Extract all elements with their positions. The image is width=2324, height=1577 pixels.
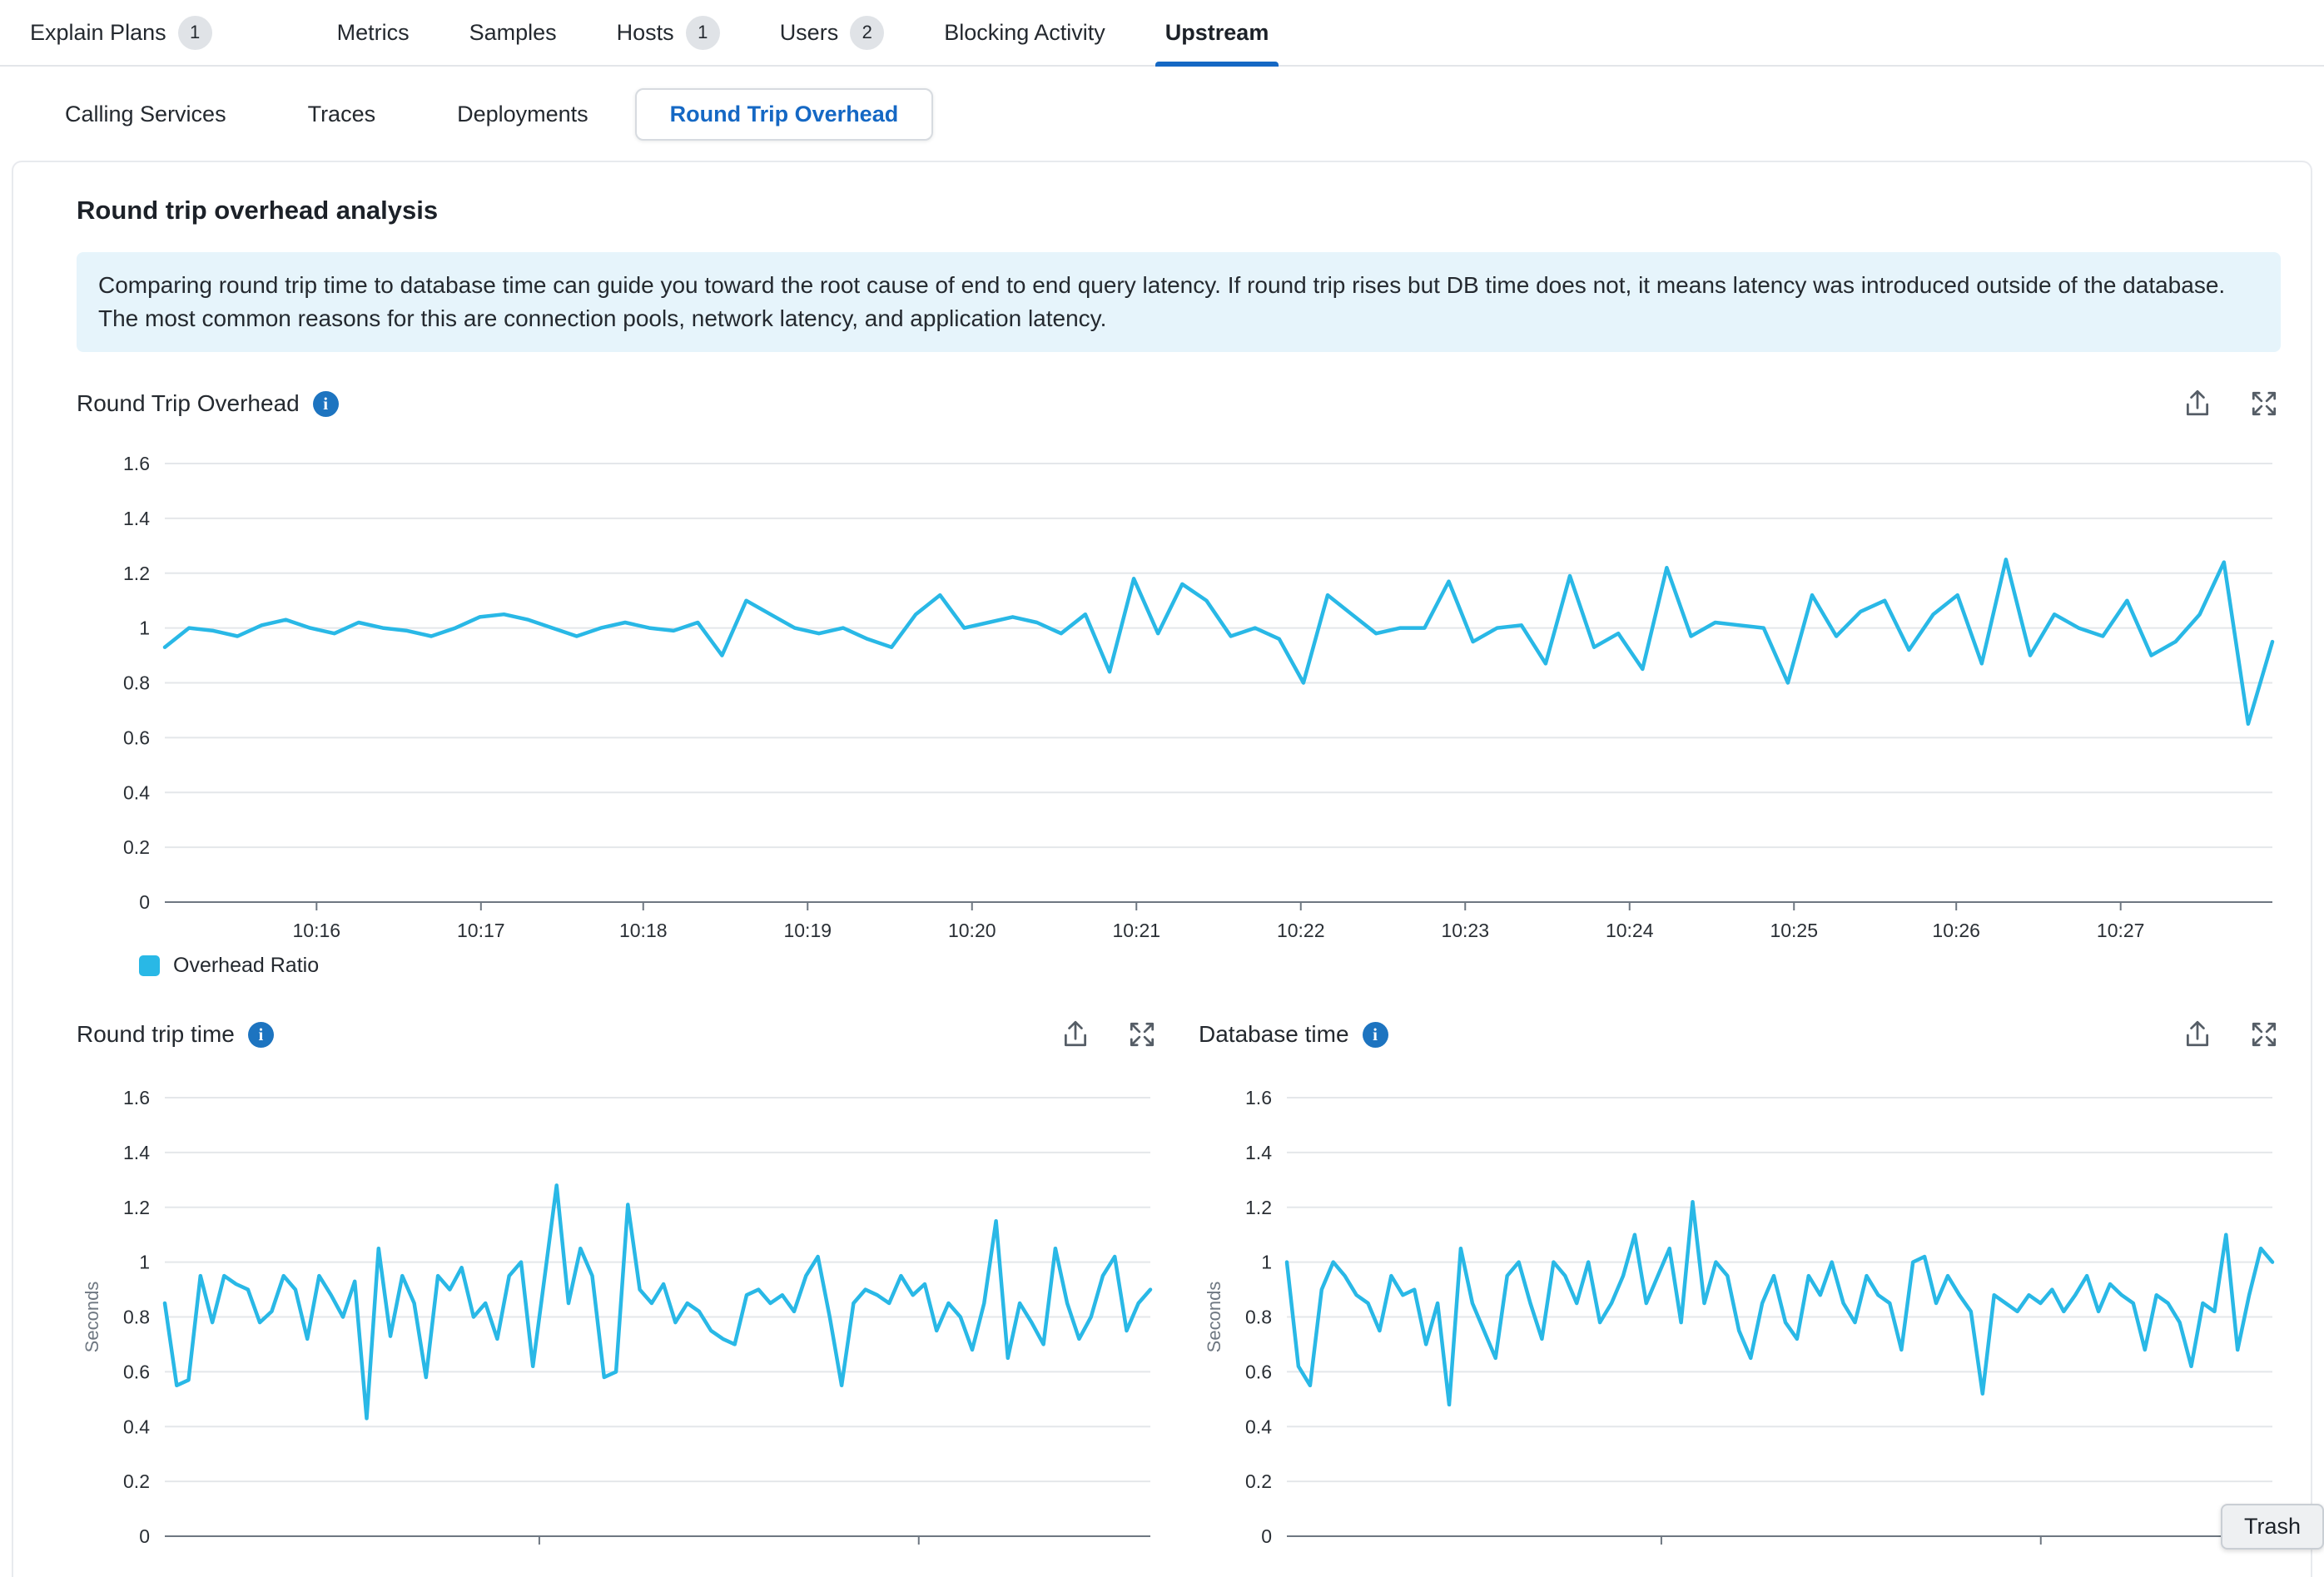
svg-text:Seconds: Seconds	[82, 1282, 102, 1353]
svg-text:1.6: 1.6	[1245, 1087, 1272, 1108]
chart-actions	[2182, 389, 2281, 419]
tab-explain-plans[interactable]: Explain Plans 1	[30, 0, 212, 65]
expand-icon[interactable]	[2249, 1019, 2279, 1049]
export-icon[interactable]	[2182, 389, 2212, 419]
subtab-calling-services[interactable]: Calling Services	[30, 88, 261, 141]
chart-title: Database time	[1199, 1021, 1349, 1048]
svg-text:10:21: 10:21	[1112, 920, 1160, 941]
svg-text:1.6: 1.6	[123, 453, 150, 474]
svg-text:0.2: 0.2	[123, 1470, 150, 1492]
tab-label: Explain Plans	[30, 20, 166, 46]
expand-icon[interactable]	[2249, 389, 2279, 419]
export-icon[interactable]	[1060, 1019, 1090, 1049]
subtab-traces[interactable]: Traces	[273, 88, 411, 141]
svg-text:10:22: 10:22	[1277, 920, 1325, 941]
chart-actions	[2182, 1019, 2281, 1049]
export-icon[interactable]	[2182, 1019, 2212, 1049]
info-icon[interactable]: i	[248, 1022, 274, 1048]
count-badge: 1	[178, 16, 212, 50]
overhead-chart-section: Round Trip Overhead i 0 0.2 0.4 0.6 0.8 1 1.2 1…	[77, 389, 2281, 978]
page-title: Round trip overhead analysis	[77, 196, 2281, 226]
chart-actions	[1060, 1019, 1159, 1049]
svg-text:1.4: 1.4	[123, 1142, 150, 1163]
tab-label: Users	[780, 20, 839, 46]
svg-text:0.8: 0.8	[1245, 1307, 1272, 1328]
svg-text:0.4: 0.4	[123, 1416, 150, 1437]
chart-header: Round trip time i	[77, 1019, 1159, 1049]
expand-icon[interactable]	[1127, 1019, 1157, 1049]
tab-label: Metrics	[337, 20, 410, 46]
legend-label: Overhead Ratio	[173, 953, 319, 978]
tab-upstream[interactable]: Upstream	[1165, 0, 1269, 65]
round-trip-time-chart: 0 0.2 0.4 0.6 0.8 1 1.2 1.4 1.6 Seconds	[77, 1078, 1159, 1577]
svg-text:10:24: 10:24	[1606, 920, 1654, 941]
subtab-deployments[interactable]: Deployments	[422, 88, 623, 141]
svg-text:10:19: 10:19	[783, 920, 832, 941]
upstream-sub-nav: Calling Services Traces Deployments Roun…	[0, 67, 2324, 157]
chart-header: Database time i	[1199, 1019, 2281, 1049]
overhead-ratio-chart: 0 0.2 0.4 0.6 0.8 1 1.2 1.4 1.6 10:16 10:17 10:18 10…	[77, 447, 2281, 946]
subtab-round-trip-overhead[interactable]: Round Trip Overhead	[635, 88, 934, 141]
svg-text:0.6: 0.6	[123, 1361, 150, 1382]
svg-text:1.6: 1.6	[123, 1087, 150, 1108]
comparison-charts-row: Round trip time i	[77, 1019, 2281, 1577]
tab-label: Upstream	[1165, 20, 1269, 46]
svg-text:10:16: 10:16	[293, 920, 341, 941]
svg-text:0.8: 0.8	[123, 1307, 150, 1328]
database-time-chart: 0 0.2 0.4 0.6 0.8 1 1.2 1.4 1.6 Seconds	[1199, 1078, 2281, 1577]
chart-title: Round Trip Overhead	[77, 390, 300, 417]
info-icon[interactable]: i	[1363, 1022, 1388, 1048]
svg-text:0: 0	[1261, 1525, 1272, 1547]
tab-metrics[interactable]: Metrics	[337, 0, 410, 65]
svg-text:1.2: 1.2	[123, 563, 150, 584]
tab-users[interactable]: Users 2	[780, 0, 885, 65]
top-nav: Explain Plans 1 Metrics Samples Hosts 1 …	[0, 0, 2324, 67]
round-trip-overhead-panel: Round trip overhead analysis Comparing r…	[12, 161, 2312, 1577]
svg-text:10:18: 10:18	[619, 920, 668, 941]
svg-text:10:26: 10:26	[1932, 920, 1980, 941]
svg-text:10:17: 10:17	[457, 920, 505, 941]
chart-header: Round Trip Overhead i	[77, 389, 2281, 419]
svg-text:0.2: 0.2	[123, 836, 150, 858]
legend-swatch	[139, 955, 160, 976]
round-trip-time-section: Round trip time i	[77, 1019, 1159, 1577]
svg-text:10:25: 10:25	[1770, 920, 1818, 941]
count-badge: 1	[686, 16, 720, 50]
svg-text:10:27: 10:27	[2097, 920, 2145, 941]
info-banner: Comparing round trip time to database ti…	[77, 252, 2281, 352]
svg-text:0: 0	[139, 891, 150, 913]
svg-text:0.2: 0.2	[1245, 1470, 1272, 1492]
svg-text:1: 1	[1261, 1252, 1272, 1273]
info-icon[interactable]: i	[313, 391, 339, 417]
svg-text:10:20: 10:20	[948, 920, 996, 941]
svg-text:1.2: 1.2	[123, 1197, 150, 1218]
tab-blocking-activity[interactable]: Blocking Activity	[944, 0, 1105, 65]
tab-label: Hosts	[617, 20, 674, 46]
svg-text:1: 1	[139, 617, 150, 639]
svg-text:1: 1	[139, 1252, 150, 1273]
svg-text:1.4: 1.4	[123, 508, 150, 529]
svg-text:1.4: 1.4	[1245, 1142, 1272, 1163]
count-badge: 2	[850, 16, 884, 50]
chart-legend[interactable]: Overhead Ratio	[139, 953, 2281, 978]
tab-label: Blocking Activity	[944, 20, 1105, 46]
svg-text:10:23: 10:23	[1441, 920, 1489, 941]
svg-text:0.4: 0.4	[1245, 1416, 1272, 1437]
svg-text:0.8: 0.8	[123, 672, 150, 694]
svg-text:1.2: 1.2	[1245, 1197, 1272, 1218]
svg-text:Seconds: Seconds	[1204, 1282, 1224, 1353]
chart-title: Round trip time	[77, 1021, 235, 1048]
trash-button[interactable]: Trash	[2221, 1504, 2324, 1550]
svg-text:0: 0	[139, 1525, 150, 1547]
tab-hosts[interactable]: Hosts 1	[617, 0, 720, 65]
tab-label: Samples	[469, 20, 557, 46]
svg-text:0.6: 0.6	[123, 727, 150, 748]
svg-text:0.6: 0.6	[1245, 1361, 1272, 1382]
svg-text:0.4: 0.4	[123, 781, 150, 803]
tab-samples[interactable]: Samples	[469, 0, 557, 65]
